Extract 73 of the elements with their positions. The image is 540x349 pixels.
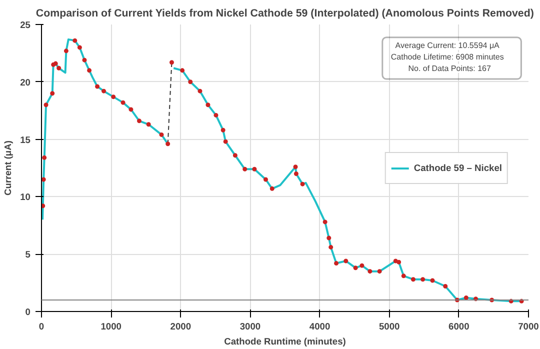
point (293, 164, 298, 170)
y-tick-label: 25 (20, 20, 31, 30)
y-tick-label: 0 (25, 307, 31, 317)
point (443, 284, 448, 288)
point (328, 244, 334, 250)
point (166, 142, 170, 146)
point (464, 295, 468, 300)
x-tick-label: 1000 (100, 322, 122, 332)
point (334, 261, 339, 266)
y-tick-label: 15 (20, 134, 31, 145)
annotation: Average Current: 10.5594 μA (395, 40, 500, 50)
annotation: Cathode Lifetime: 6908 minutes (390, 52, 504, 62)
point (377, 269, 382, 274)
point (188, 80, 193, 84)
point (146, 122, 151, 127)
x-tick-label: 6000 (448, 322, 470, 332)
x-tick-label: 0 (38, 322, 44, 332)
chart-title: Comparison of Current Yields from Nickel Cathode 59 (Interpolated) (Anomolous Points Removed) (36, 8, 534, 20)
point (102, 88, 106, 94)
point (180, 68, 185, 73)
point (42, 177, 46, 182)
point (344, 258, 348, 264)
point (242, 166, 248, 172)
x-tick-label: 5000 (378, 322, 400, 332)
point (396, 260, 402, 264)
point (322, 220, 328, 224)
annotation: No. of Data Points: 167 (408, 64, 492, 73)
point (220, 128, 226, 132)
point (42, 155, 47, 160)
point (294, 171, 298, 176)
point (353, 266, 358, 270)
x-tick-label: 7000 (518, 322, 539, 332)
point (326, 236, 332, 240)
point (263, 177, 268, 182)
x-tick-label: 4000 (309, 322, 330, 332)
y-tick-label: 10 (20, 192, 31, 202)
point (223, 139, 228, 144)
point (300, 182, 305, 186)
point (206, 102, 210, 108)
point (87, 68, 92, 73)
point (42, 204, 46, 208)
y-axis-title: Current (μA) (3, 140, 14, 196)
point (64, 48, 68, 54)
point (401, 274, 406, 278)
point (252, 166, 257, 172)
point (50, 91, 55, 96)
point (198, 88, 202, 94)
point (128, 107, 134, 112)
point (120, 100, 126, 105)
point (214, 112, 218, 118)
point (111, 94, 116, 100)
legend-label: Cathode 59 – Nickel (414, 162, 502, 172)
point (95, 84, 100, 89)
point (430, 278, 435, 283)
x-axis-title: Cathode Runtime (minutes) (224, 336, 346, 346)
point (232, 153, 238, 158)
y-tick-label: 20 (20, 77, 31, 88)
point (56, 66, 62, 70)
point (82, 58, 87, 62)
y-tick-label: 5 (25, 250, 31, 260)
point (169, 60, 174, 65)
point (77, 45, 82, 50)
point (368, 269, 372, 274)
point (360, 263, 364, 268)
point (410, 277, 416, 282)
point (420, 277, 426, 282)
point (137, 118, 142, 124)
point (270, 186, 274, 191)
point (159, 132, 164, 137)
x-tick-label: 3000 (240, 322, 261, 332)
point (44, 102, 48, 108)
point (72, 38, 78, 43)
x-tick-label: 2000 (170, 322, 192, 332)
